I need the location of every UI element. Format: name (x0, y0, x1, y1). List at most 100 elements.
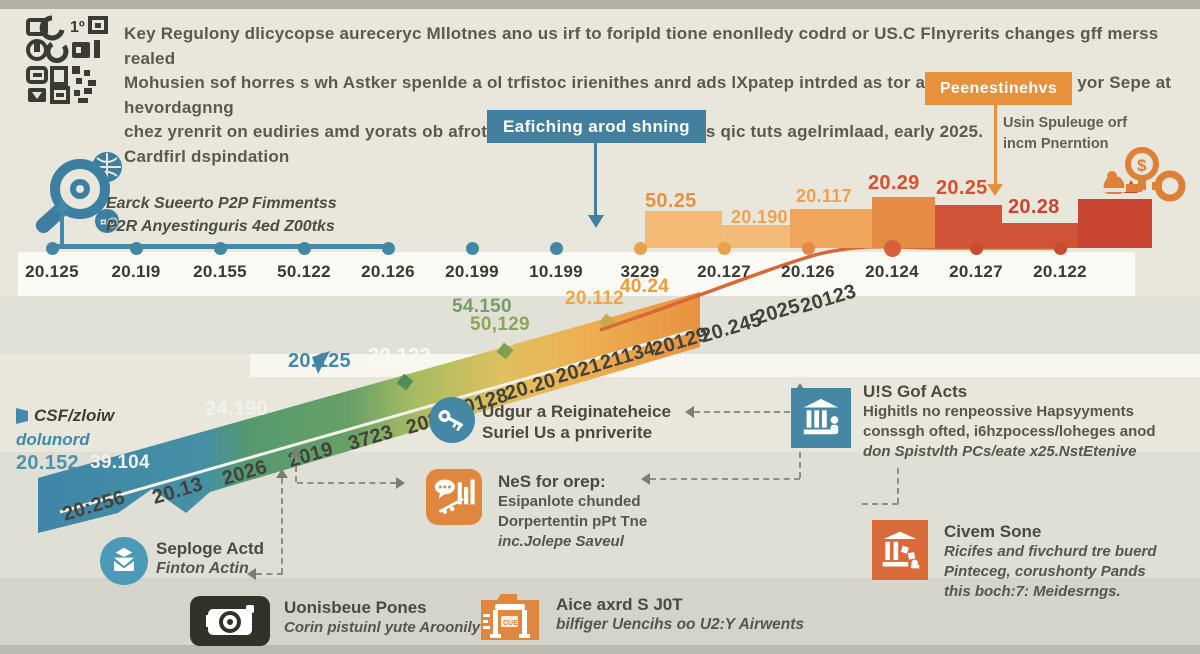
ribbon-value-blue: 20.125 (288, 350, 351, 373)
skyline-bar-7 (1078, 199, 1152, 248)
timeline-dot (382, 242, 395, 255)
key-icon (435, 403, 469, 437)
camera-icon-badge (190, 596, 270, 646)
timeline-start-arrowhead (55, 199, 69, 211)
callout-camera-title: Uonisbeue Pones (284, 597, 480, 618)
timeline-label: 50.122 (262, 262, 346, 282)
callout-seploge-title: Seploge Actd (156, 538, 264, 559)
banner-enriching-arrowhead (588, 215, 604, 228)
skyline-bar-2 (722, 225, 790, 248)
timeline-dot (970, 242, 983, 255)
dashed-arrowhead-up (290, 447, 302, 456)
callout-key-line-2: Suriel Us a pnriverite (482, 422, 671, 443)
timeline-label: 20.127 (682, 262, 766, 282)
timeline-dot (884, 240, 901, 257)
skyline-value: 20.28 (1008, 196, 1060, 219)
callout-usgof-line-3: don Spistvlth PCs/eate x25.NstEtenive (863, 442, 1193, 462)
timeline-dot (46, 242, 59, 255)
svg-text:1º: 1º (70, 19, 85, 36)
callout-civem-line-1: Ricifes and fivchurd tre buerd (944, 542, 1194, 562)
banner-enriching-arrow-line (594, 143, 597, 215)
banner-penalties-arrow-line (994, 105, 997, 184)
skyline-bar-3 (790, 209, 872, 248)
skyline-value: 20.117 (796, 186, 852, 207)
dashed-connector (897, 468, 899, 504)
timeline-start-arrow-line (60, 211, 64, 248)
timeline-dot (718, 242, 731, 255)
bank-icon-badge-blue (791, 388, 851, 448)
folder-icon-badge: CUE4 (477, 592, 543, 649)
dashed-connector (297, 482, 396, 484)
timeline-label: 20.126 (346, 262, 430, 282)
callout-usgof-title: U!S Gof Acts (863, 381, 1193, 402)
banner-penalties-arrowhead (987, 184, 1003, 196)
dashed-connector (650, 478, 800, 480)
ribbon-value-orange: 40.24 (620, 276, 669, 298)
timeline-label: 20.155 (178, 262, 262, 282)
timeline-dot (130, 242, 143, 255)
csf-line-2: dolunord (16, 430, 114, 450)
callout-civem-title: Civem Sone (944, 521, 1194, 542)
timeline-dot (214, 242, 227, 255)
money-search-icon: $ (1090, 142, 1190, 206)
skyline-bar-5 (935, 205, 1002, 248)
ribbon-value-green: 50,129 (470, 314, 530, 336)
skyline-value: 50.25 (645, 190, 697, 213)
callout-nes-title: NeS for orep: (498, 471, 647, 492)
callout-folder-title: Aice axrd S J0T (556, 594, 804, 615)
csf-line-1: CSF/zloiw (34, 406, 114, 426)
timeline-label: 20.127 (934, 262, 1018, 282)
timeline-label: 20.199 (430, 262, 514, 282)
banner-penalties: Peenestinehvs (925, 72, 1072, 105)
bank-icon (878, 527, 922, 573)
banner-enriching: Eafiching arod shning (487, 110, 706, 143)
folder-icon: CUE4 (477, 592, 543, 644)
callout-camera-subtitle: Corin pistuinl yute Aroonily (284, 618, 480, 638)
dashed-connector (281, 478, 283, 574)
timeline-dot (1054, 242, 1067, 255)
skyline-value: 20.190 (731, 207, 788, 228)
penalties-note-line-1: Usin Spuleuge orf (1003, 113, 1127, 134)
infographic-canvas: 1º Key Regulony dlicycopse aureceryc Ml… (0, 0, 1200, 654)
skyline-value: 20.25 (936, 177, 988, 200)
callout-nes: NeS for orep: Esipanlote chunded Dorpert… (498, 471, 647, 552)
flag-icon (16, 408, 28, 424)
callout-key: Udgur a Reiginateheice Suriel Us a pnriv… (482, 401, 671, 443)
ribbon-value-white: 39.104 (90, 452, 150, 474)
dashed-connector (295, 456, 297, 482)
callout-seploge: Seploge Actd Finton Actin (156, 538, 264, 579)
callout-folder: Aice axrd S J0T bilfiger Uencihs oo U2:Y… (556, 594, 804, 635)
skyline-bar-6 (1002, 223, 1078, 248)
callout-usgof-line-2: conssgh ofted, i6hzpocess/loheges anod (863, 422, 1193, 442)
callout-nes-line-1: Esipanlote chunded (498, 492, 647, 512)
callout-civem-line-3: this boch:7: Meidesrngs. (944, 582, 1194, 602)
ribbon-value-white: 20.122 (368, 345, 431, 368)
search-note: Earck Sueerto P2P Fimmentss P2R Anyestin… (106, 192, 337, 238)
callout-civem: Civem Sone Ricifes and fivchurd tre buer… (944, 521, 1194, 602)
timeline-dot (550, 242, 563, 255)
timeline-label: 20.125 (10, 262, 94, 282)
callout-civem-line-2: Pinteceg, corushonty Pands (944, 562, 1194, 582)
camera-icon (202, 601, 258, 641)
skyline-bar-1 (645, 211, 722, 248)
envelope-icon-badge (100, 537, 148, 585)
chat-chart-icon-badge (426, 469, 482, 525)
skyline-value: 20.29 (868, 172, 920, 195)
timeline-dot (634, 242, 647, 255)
callout-nes-line-2: Dorpertentin pPt Tne (498, 512, 647, 532)
dashed-arrowhead-left (685, 406, 694, 418)
timeline-dot (466, 242, 479, 255)
timeline-label: 20.126 (766, 262, 850, 282)
timeline-label: 20.1I9 (94, 262, 178, 282)
timeline-label: 20.122 (1018, 262, 1102, 282)
ribbon-value-teal: 20.152 (16, 452, 79, 475)
callout-usgof-line-1: Highitls no renpeossive Hapsyyments (863, 402, 1193, 422)
timeline-dot (298, 242, 311, 255)
dashed-connector (862, 503, 898, 505)
ribbon-value-white: 24.190 (205, 398, 268, 421)
callout-folder-subtitle: bilfiger Uencihs oo U2:Y Airwents (556, 615, 804, 635)
dashed-arrowhead-right (396, 477, 405, 489)
bank-icon (798, 395, 844, 441)
bank-icon-badge-orange (872, 520, 928, 580)
folder-badge-text: CUE4 (503, 620, 522, 627)
